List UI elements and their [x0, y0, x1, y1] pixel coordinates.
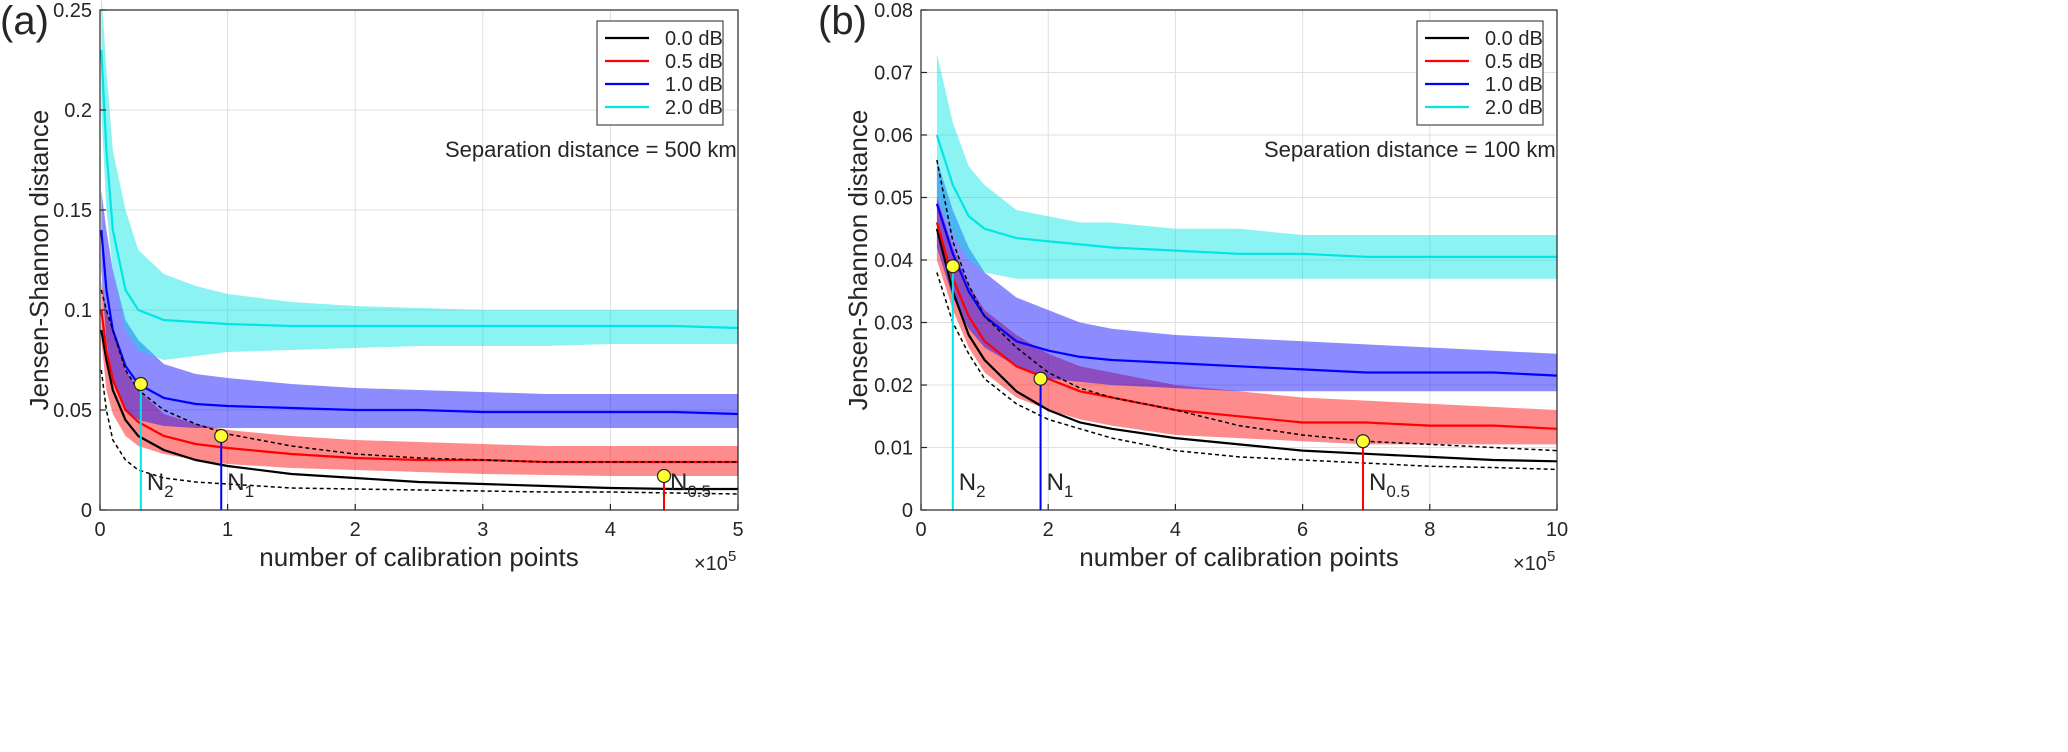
legend-entry-3: 2.0 dB	[1485, 97, 1543, 119]
x-exponent-power: 5	[728, 548, 736, 565]
dashed-reference-line-5	[936, 272, 1558, 471]
x-tick-label: 0	[94, 519, 105, 541]
marker-label-subscript: 0.5	[1386, 482, 1410, 501]
panel-b: N2 N1 N0.50 2 4 6 8 1000.010.020.030.040.050.06…	[818, 0, 1568, 575]
x-tick-label: 2	[1043, 519, 1054, 541]
marker-label-subscript: 2	[164, 482, 173, 501]
y-tick-label: 0.02	[874, 375, 913, 397]
marker-label-subscript: 2	[976, 482, 985, 501]
y-tick-label: 0.15	[53, 200, 92, 222]
axes-frame	[99, 9, 739, 511]
y-tick-label: 0.25	[53, 0, 92, 22]
marker-label-0: N2	[147, 469, 174, 501]
marker-point-2	[656, 468, 672, 484]
series-line-0	[935, 228, 1558, 463]
y-tick-label: 0.01	[874, 438, 913, 460]
x-exponent-power: 5	[1547, 548, 1555, 565]
marker-label-1: N1	[227, 469, 254, 501]
x-exponent-label: ×105	[694, 548, 736, 575]
marker-point-1	[1033, 371, 1048, 386]
x-tick-label: 0	[915, 519, 926, 541]
x-exponent-base: ×10	[1513, 553, 1547, 575]
y-tick-label: 0.08	[874, 0, 913, 22]
marker-point-0	[133, 376, 148, 392]
y-tick-label: 0.2	[64, 100, 92, 122]
confidence-band-2	[101, 190, 739, 428]
y-tick-label: 0.05	[874, 188, 913, 210]
marker-label-main: N	[147, 469, 164, 496]
marker-label-0: N2	[959, 469, 986, 501]
x-tick-label: 4	[605, 519, 616, 541]
marker-label-subscript: 1	[245, 482, 254, 501]
y-tick-label: 0.1	[64, 300, 92, 322]
x-tick-label: 1	[222, 519, 233, 541]
dashed-reference-line-5	[100, 369, 739, 495]
x-tick-label: 5	[732, 519, 743, 541]
marker-label-1: N1	[1047, 469, 1074, 501]
separation-distance-annotation: Separation distance = 100 km	[1264, 137, 1556, 162]
panel-a: N2 N1 N0.50 1 2 3 4 500.050.10.150.20.25×105num…	[0, 0, 744, 575]
marker-point-1	[214, 428, 229, 444]
x-exponent-base: ×10	[694, 553, 728, 575]
x-tick-label: 6	[1297, 519, 1308, 541]
x-tick-label: 8	[1424, 519, 1435, 541]
x-exponent-label: ×105	[1513, 548, 1555, 575]
marker-label-main: N	[670, 469, 687, 496]
series-line-3	[935, 134, 1557, 258]
marker-label-main: N	[959, 469, 976, 496]
legend-entry-2: 1.0 dB	[665, 74, 723, 96]
y-tick-label: 0.06	[874, 125, 913, 147]
confidence-band-3	[936, 53, 1557, 279]
marker-point-2	[1355, 434, 1371, 449]
y-axis-label: Jensen-Shannon distance	[843, 110, 873, 411]
legend-entry-2: 1.0 dB	[1485, 74, 1543, 96]
series-line-3	[100, 49, 739, 330]
y-axis-label: Jensen-Shannon distance	[24, 110, 54, 411]
y-tick-label: 0.04	[874, 250, 913, 272]
marker-label-main: N	[1369, 469, 1386, 496]
separation-distance-annotation: Separation distance = 500 km	[445, 137, 737, 162]
marker-point-0	[945, 259, 960, 274]
panel-label: (a)	[0, 0, 49, 43]
legend-entry-0: 0.0 dB	[665, 28, 723, 50]
confidence-band-3	[101, 0, 738, 360]
confidence-band-2	[936, 160, 1557, 392]
y-tick-label: 0	[81, 500, 92, 522]
x-tick-label: 3	[477, 519, 488, 541]
marker-label-subscript: 1	[1064, 482, 1073, 501]
series-line-2	[935, 203, 1558, 377]
y-tick-label: 0.05	[53, 400, 92, 422]
series-line-2	[100, 229, 739, 416]
panel-label: (b)	[818, 0, 867, 43]
dashed-reference-line-4	[100, 289, 738, 463]
y-tick-label: 0.03	[874, 313, 913, 335]
series-line-0	[100, 329, 738, 491]
x-tick-label: 2	[350, 519, 361, 541]
confidence-band-1	[936, 197, 1557, 445]
y-tick-label: 0.07	[874, 63, 913, 85]
marker-label-main: N	[1047, 469, 1064, 496]
marker-label-2: N0.5	[1369, 469, 1410, 501]
confidence-band-1	[101, 280, 739, 476]
y-tick-label: 0	[902, 500, 913, 522]
x-tick-label: 4	[1170, 519, 1181, 541]
marker-label-subscript: 0.5	[687, 482, 711, 501]
legend-entry-1: 0.5 dB	[1485, 51, 1543, 73]
x-axis-label: number of calibration points	[1079, 542, 1398, 572]
x-axis-label: number of calibration points	[259, 542, 578, 572]
marker-label-main: N	[227, 469, 244, 496]
dashed-reference-line-4	[936, 159, 1558, 452]
legend-entry-0: 0.0 dB	[1485, 28, 1543, 50]
legend-entry-3: 2.0 dB	[665, 97, 723, 119]
legend-entry-1: 0.5 dB	[665, 51, 723, 73]
x-tick-label: 10	[1546, 519, 1568, 541]
marker-label-2: N0.5	[670, 469, 711, 501]
